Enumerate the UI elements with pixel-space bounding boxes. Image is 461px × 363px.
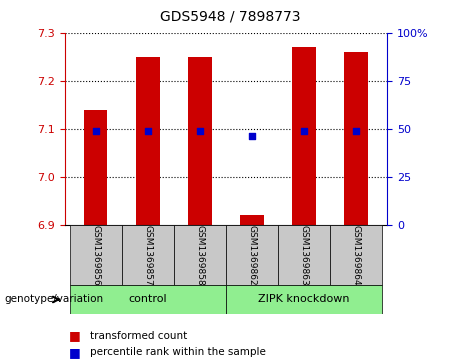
Bar [84, 110, 107, 225]
Bar [226, 225, 278, 285]
Text: ■: ■ [69, 329, 81, 342]
Bar [122, 225, 174, 285]
Bar [278, 225, 330, 285]
Text: genotype/variation: genotype/variation [5, 294, 104, 305]
Bar [226, 285, 382, 314]
Text: GSM1369858: GSM1369858 [195, 225, 204, 285]
Bar [188, 57, 212, 225]
Text: GSM1369864: GSM1369864 [351, 225, 361, 285]
Bar [240, 216, 264, 225]
Text: GSM1369857: GSM1369857 [143, 225, 152, 285]
Text: percentile rank within the sample: percentile rank within the sample [90, 347, 266, 357]
Bar [136, 57, 160, 225]
Text: ■: ■ [69, 346, 81, 359]
Text: GDS5948 / 7898773: GDS5948 / 7898773 [160, 9, 301, 23]
Text: ZIPK knockdown: ZIPK knockdown [258, 294, 350, 305]
Text: control: control [129, 294, 167, 305]
Text: GSM1369863: GSM1369863 [300, 225, 308, 285]
Bar [330, 225, 382, 285]
Point [92, 129, 100, 134]
Text: GSM1369856: GSM1369856 [91, 225, 100, 285]
Bar [344, 52, 368, 225]
Point [144, 129, 152, 134]
Point [300, 129, 307, 134]
Point [352, 129, 360, 134]
Bar [70, 225, 122, 285]
Text: GSM1369862: GSM1369862 [248, 225, 256, 285]
Point [248, 133, 255, 139]
Bar [174, 225, 226, 285]
Point [196, 129, 204, 134]
Bar [70, 285, 226, 314]
Bar [292, 47, 316, 225]
Text: transformed count: transformed count [90, 331, 187, 341]
